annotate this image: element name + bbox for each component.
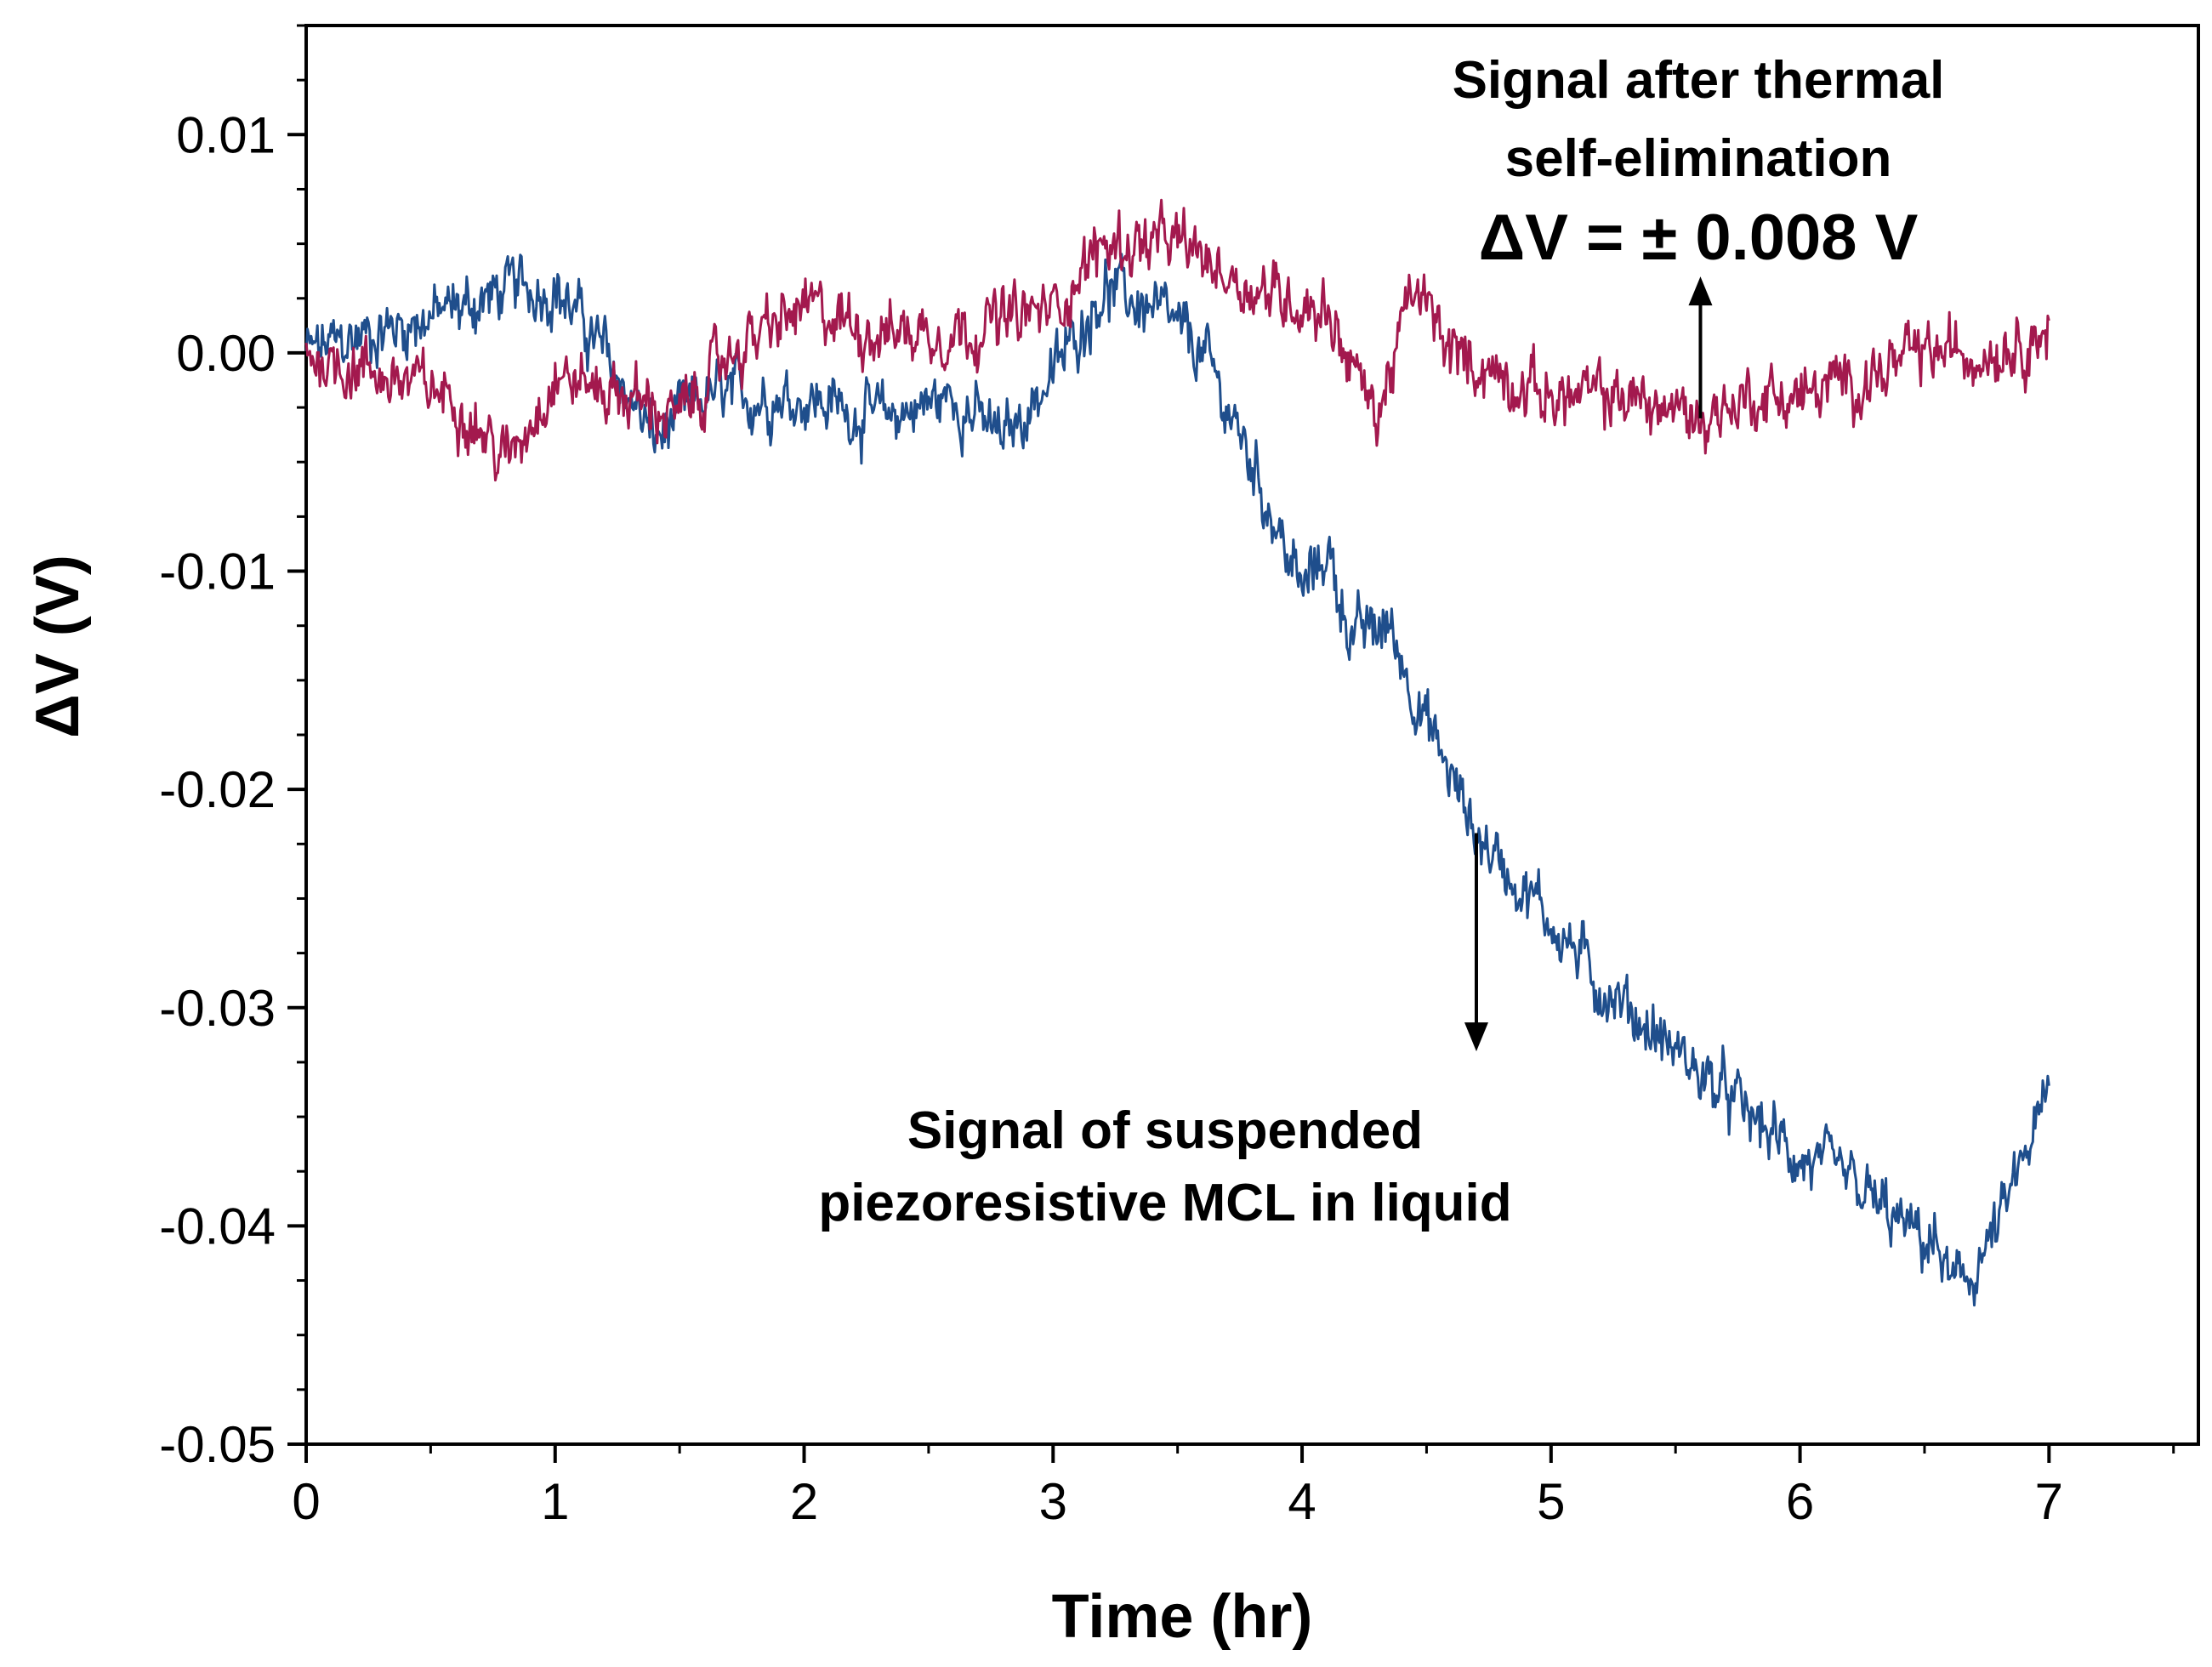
series-layer <box>304 198 2050 1307</box>
annotation-suspended-line-1: Signal of suspended <box>907 1101 1423 1160</box>
x-tick-label: 2 <box>790 1473 818 1530</box>
x-tick-label: 4 <box>1288 1473 1316 1530</box>
x-tick-label: 5 <box>1537 1473 1565 1530</box>
x-tick-label: 1 <box>541 1473 569 1530</box>
y-tick-label: -0.01 <box>159 543 276 600</box>
y-tick-label: 0.01 <box>176 106 276 163</box>
thermal-arrow-head <box>1688 276 1713 306</box>
y-tick-label: -0.03 <box>159 980 276 1037</box>
x-axis-title: Time (hr) <box>1052 1583 1313 1651</box>
annotation-thermal-line-2: self-elimination <box>1505 129 1892 188</box>
annotation-thermal-value: ΔV = ± 0.008 V <box>1479 202 1919 274</box>
x-tick-label: 0 <box>292 1473 320 1530</box>
suspended-arrow-head <box>1464 1022 1488 1052</box>
y-tick-label: -0.04 <box>159 1198 276 1255</box>
x-tick-label: 3 <box>1039 1473 1067 1530</box>
y-tick-label: 0.00 <box>176 325 276 382</box>
series-line-1 <box>304 198 2050 482</box>
y-tick-label: -0.02 <box>159 761 276 818</box>
annotation-layer: Signal after thermal self-elimination ΔV =… <box>818 51 1944 1232</box>
annotation-suspended-line-2: piezoresistive MCL in liquid <box>818 1174 1511 1232</box>
y-tick-label: -0.05 <box>159 1416 276 1473</box>
x-tick-label: 6 <box>1786 1473 1814 1530</box>
y-axis-title: ΔV (V) <box>24 555 92 738</box>
annotation-thermal-line-1: Signal after thermal <box>1453 51 1945 110</box>
ticks-layer: 0.01 0.00 -0.01 -0.02 -0.03 -0.04 -0.05 0 1 2 3 4 5 6… <box>159 24 2175 1530</box>
series-line-0 <box>304 253 2050 1307</box>
x-tick-label: 7 <box>2035 1473 2063 1530</box>
